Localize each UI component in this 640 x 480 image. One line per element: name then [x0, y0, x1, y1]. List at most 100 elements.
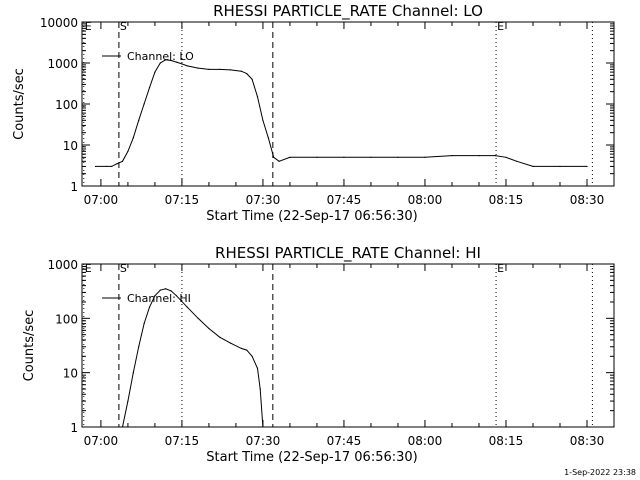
data-point [175, 61, 178, 63]
data-point [175, 295, 178, 297]
data-point [208, 68, 210, 70]
data-point [494, 155, 496, 157]
data-point [397, 156, 399, 158]
data-point [143, 103, 145, 105]
x-tick-label: 07:30 [246, 193, 281, 207]
data-point [127, 400, 129, 402]
data-point [259, 388, 261, 390]
data-point [516, 160, 518, 162]
y-tick-label: 10000 [40, 16, 78, 30]
event-marker-label: E [497, 262, 504, 275]
y-tick-label: 1 [70, 180, 78, 194]
y-tick-label: 100 [55, 312, 78, 326]
data-point [121, 160, 124, 162]
data-point [229, 342, 232, 344]
data-point [262, 426, 264, 427]
data-point [132, 372, 134, 374]
chart-title: RHESSI PARTICLE_RATE Channel: HI [215, 244, 481, 263]
data-point [240, 347, 242, 349]
x-tick-label: 08:15 [489, 193, 524, 207]
data-point [165, 59, 167, 61]
data-point [246, 73, 248, 75]
data-point [143, 322, 145, 325]
event-marker-label: E [85, 262, 92, 275]
data-point [451, 155, 453, 157]
data-point [256, 367, 259, 369]
event-marker-label: S [120, 262, 127, 275]
data-point [138, 119, 140, 121]
data-point [170, 290, 172, 292]
data-point [197, 317, 199, 319]
data-point [251, 78, 253, 80]
data-point [165, 288, 167, 290]
data-point [370, 156, 372, 158]
x-tick-label: 07:15 [165, 434, 200, 448]
x-tick-label: 08:30 [570, 193, 605, 207]
x-tick-label: 08:00 [408, 434, 443, 448]
y-tick-label: 100 [55, 98, 78, 112]
data-point [424, 156, 426, 158]
data-point [116, 163, 118, 165]
data-point [127, 150, 129, 152]
data-point [197, 67, 199, 69]
data-point [148, 306, 151, 308]
x-tick-label: 07:45 [327, 193, 362, 207]
data-point [532, 165, 534, 168]
data-point [111, 165, 113, 168]
event-marker-label: S [120, 20, 127, 33]
data-point [278, 160, 280, 162]
x-tick-label: 08:30 [570, 434, 605, 448]
data-point [273, 156, 275, 158]
data-point [478, 155, 480, 157]
data-point [186, 306, 188, 308]
y-tick-label: 10 [63, 139, 78, 153]
data-point [256, 96, 259, 98]
data-point [105, 165, 107, 168]
data-point [154, 71, 156, 73]
data-point [586, 165, 588, 168]
y-tick-label: 1000 [47, 258, 78, 272]
data-point [219, 336, 221, 338]
x-tick-label: 07:45 [327, 434, 362, 448]
data-point [208, 327, 210, 330]
data-point [138, 346, 140, 348]
y-tick-label: 1 [70, 421, 78, 435]
legend-label: Channel: HI [127, 292, 191, 305]
data-point [267, 137, 269, 139]
x-tick-label: 07:00 [84, 434, 119, 448]
data-point [246, 349, 248, 351]
x-tick-label: 08:00 [408, 193, 443, 207]
data-point [132, 137, 134, 139]
footer-timestamp: 1-Sep-2022 23:38 [564, 468, 636, 477]
legend-label: Channel: LO [127, 50, 194, 63]
event-marker-label: E [85, 20, 92, 33]
x-tick-label: 07:00 [84, 193, 119, 207]
data-point [159, 289, 161, 291]
data-point [154, 295, 156, 297]
data-point [251, 355, 253, 357]
data-point [316, 156, 318, 158]
y-tick-label: 10 [63, 367, 78, 381]
y-tick-label: 1000 [47, 57, 78, 71]
plot-frame [81, 21, 615, 187]
chart-title: RHESSI PARTICLE_RATE Channel: LO [213, 2, 483, 21]
series-line [122, 288, 264, 427]
y-axis-label: Counts/sec [22, 310, 37, 382]
y-axis-label: Counts/sec [12, 68, 27, 140]
data-point [121, 426, 124, 427]
data-point [229, 69, 232, 71]
plot-frame [81, 263, 615, 428]
data-point [262, 119, 264, 121]
data-point [170, 59, 172, 62]
data-point [181, 63, 183, 65]
data-point [186, 65, 188, 67]
data-point [219, 68, 221, 70]
data-point [240, 70, 242, 72]
x-axis-label: Start Time (22-Sep-17 06:56:30) [206, 209, 417, 224]
data-point [94, 165, 97, 168]
data-point [343, 156, 345, 158]
x-axis-label: Start Time (22-Sep-17 06:56:30) [206, 450, 417, 465]
x-tick-label: 07:15 [165, 193, 200, 207]
data-point [289, 156, 291, 158]
